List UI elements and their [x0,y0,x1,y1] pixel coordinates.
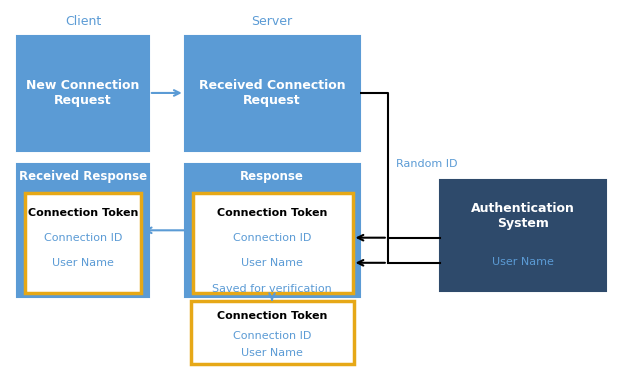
Text: Response: Response [240,170,304,183]
Text: Saved for verification: Saved for verification [212,284,332,294]
Bar [440,180,606,291]
Text: Client: Client [65,15,101,28]
Text: Authentication
System: Authentication System [471,202,575,230]
Text: Connection ID: Connection ID [233,331,311,340]
Bar [25,193,141,293]
Text: Connection Token: Connection Token [217,208,327,218]
Bar [185,36,360,151]
Text: Connection ID: Connection ID [44,233,122,243]
Text: Received Response: Received Response [19,170,147,183]
Text: Received Connection
Request: Received Connection Request [198,79,345,107]
Text: Server: Server [252,15,293,28]
Text: Connection ID: Connection ID [233,233,311,243]
Text: User Name: User Name [241,258,303,268]
Text: Connection Token: Connection Token [28,208,138,218]
Bar [193,193,353,293]
Text: User Name: User Name [492,257,554,267]
Text: Connection Token: Connection Token [217,311,327,321]
Text: New Connection
Request: New Connection Request [26,79,140,107]
Bar [191,301,354,364]
Bar [17,36,149,151]
Bar [185,164,360,297]
Text: Random ID: Random ID [396,159,458,169]
Text: User Name: User Name [241,348,303,358]
Text: User Name: User Name [52,258,114,268]
Bar [17,164,149,297]
